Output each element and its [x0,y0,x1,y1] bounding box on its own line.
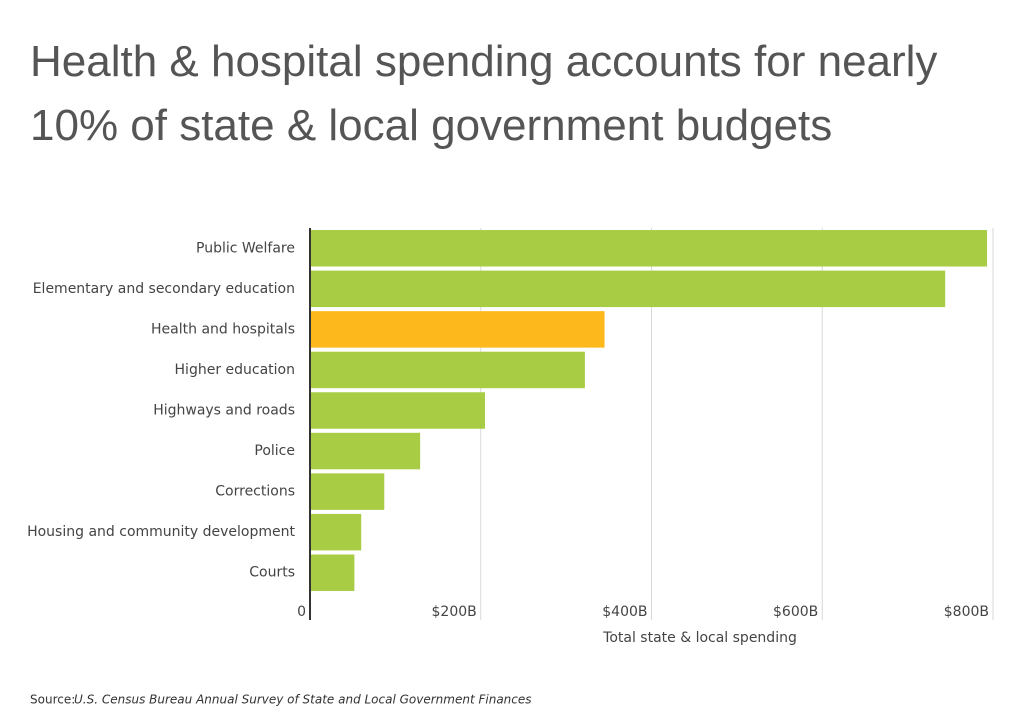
bar [310,513,362,551]
y-tick-label: Public Welfare [196,240,295,256]
y-tick-label: Higher education [175,362,295,378]
y-tick-label: Corrections [215,484,295,500]
bar [310,351,585,389]
bar [310,230,988,267]
y-tick-label: Housing and community development [27,524,295,540]
x-tick-label: $800B [944,604,989,620]
bar [310,392,486,429]
y-tick-label: Elementary and secondary education [33,281,295,297]
y-tick-label: Health and hospitals [151,321,295,337]
x-tick-label: $400B [602,604,647,620]
y-tick-label: Highways and roads [153,403,295,419]
chart-title: Health & hospital spending accounts for … [30,37,938,150]
bar [310,432,421,470]
source-label: Source: [30,693,75,707]
bar [310,311,605,348]
x-tick-label: $200B [432,604,477,620]
x-axis-label: Total state & local spending [602,630,797,646]
bar [310,473,385,510]
x-tick-label: 0 [297,604,306,620]
y-tick-label: Police [254,443,295,459]
bar [310,270,946,308]
y-tick-label: Courts [249,565,295,581]
x-tick-label: $600B [773,604,818,620]
source: U.S. Census Bureau Annual Survey of Stat… [74,693,532,707]
bar [310,554,355,591]
